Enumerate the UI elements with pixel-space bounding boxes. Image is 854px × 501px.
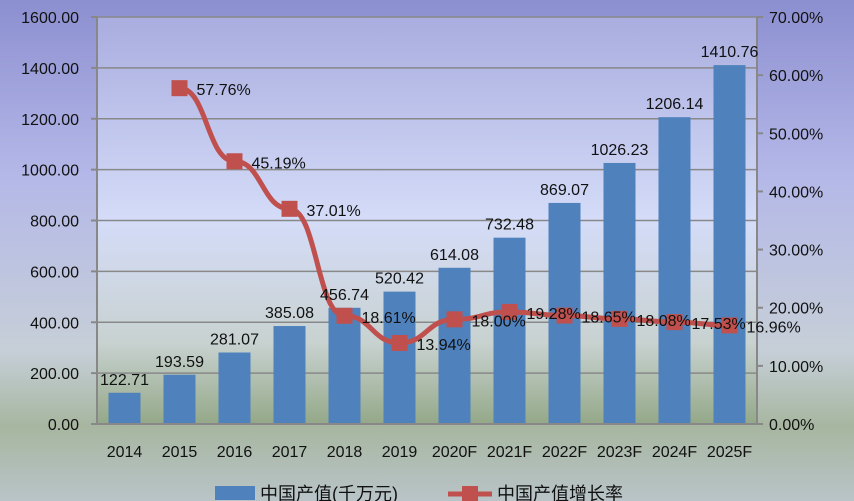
growth-marker	[501, 303, 518, 320]
growth-marker	[666, 314, 683, 331]
x-tick-label: 2016	[217, 444, 253, 461]
bar-data-label: 614.08	[430, 247, 479, 264]
y-right-tick-label: 70.00%	[769, 10, 823, 27]
y-right-tick-label: 40.00%	[769, 184, 823, 201]
line-data-label: 18.08%	[637, 313, 691, 330]
growth-marker	[556, 307, 573, 324]
x-tick-label: 2023F	[597, 444, 643, 461]
bar	[163, 374, 196, 424]
bar	[658, 117, 691, 424]
growth-marker	[281, 200, 298, 217]
bar-data-label: 456.74	[320, 287, 369, 304]
line-data-label: 57.76%	[197, 82, 251, 99]
x-tick-label: 2019	[382, 444, 418, 461]
x-tick-label: 2025F	[707, 444, 753, 461]
bar-data-label: 1206.14	[646, 96, 704, 113]
growth-marker	[721, 317, 738, 334]
growth-marker	[336, 307, 353, 324]
y-left-tick-label: 800.00	[30, 214, 79, 231]
bar	[438, 267, 471, 424]
x-tick-label: 2022F	[542, 444, 588, 461]
bar	[713, 65, 746, 424]
bar	[108, 392, 141, 424]
bar	[383, 291, 416, 424]
growth-marker	[611, 310, 628, 327]
bar-data-label: 732.48	[485, 217, 534, 234]
y-right-tick-label: 0.00%	[769, 417, 814, 434]
y-right-tick-label: 60.00%	[769, 68, 823, 85]
bar	[328, 307, 361, 424]
x-tick-label: 2024F	[652, 444, 698, 461]
y-right-tick-label: 10.00%	[769, 359, 823, 376]
bar-data-label: 281.07	[210, 332, 259, 349]
x-tick-label: 2014	[107, 444, 143, 461]
y-right-tick-label: 20.00%	[769, 301, 823, 318]
bar-data-label: 385.08	[265, 305, 314, 322]
line-data-label: 19.28%	[527, 306, 581, 323]
bar-data-label: 193.59	[155, 354, 204, 371]
bar	[493, 237, 526, 424]
bar	[603, 162, 636, 424]
bar	[273, 326, 306, 424]
y-left-tick-label: 1600.00	[21, 10, 79, 27]
y-left-tick-label: 1200.00	[21, 112, 79, 129]
line-data-label: 18.61%	[362, 310, 416, 327]
bar-data-label: 1410.76	[701, 44, 759, 61]
y-left-tick-label: 1400.00	[21, 61, 79, 78]
bar	[218, 352, 251, 424]
y-left-tick-label: 200.00	[30, 366, 79, 383]
growth-marker	[171, 80, 188, 97]
legend-line-label: 中国产值增长率	[497, 484, 623, 501]
line-data-label: 45.19%	[252, 155, 306, 172]
growth-marker	[226, 153, 243, 170]
growth-marker	[391, 334, 408, 351]
y-left-tick-label: 1000.00	[21, 163, 79, 180]
legend-bar-swatch	[215, 486, 255, 500]
y-left-tick-label: 600.00	[30, 264, 79, 281]
growth-marker	[446, 311, 463, 328]
legend-line-marker	[462, 486, 478, 501]
bar-data-label: 869.07	[540, 182, 589, 199]
line-data-label: 18.65%	[582, 310, 636, 327]
y-left-tick-label: 0.00	[48, 417, 79, 434]
x-tick-label: 2020F	[432, 444, 478, 461]
bar-data-label: 520.42	[375, 271, 424, 288]
legend-bar-label: 中国产值(千万元)	[260, 484, 398, 501]
x-tick-label: 2018	[327, 444, 363, 461]
line-data-label: 16.96%	[747, 319, 801, 336]
line-data-label: 17.53%	[692, 316, 746, 333]
line-data-label: 18.00%	[472, 313, 526, 330]
x-tick-label: 2015	[162, 444, 198, 461]
y-left-tick-label: 400.00	[30, 315, 79, 332]
line-data-label: 37.01%	[307, 203, 361, 220]
bar-data-label: 1026.23	[591, 142, 649, 159]
y-right-tick-label: 50.00%	[769, 126, 823, 143]
x-tick-label: 2021F	[487, 444, 533, 461]
line-data-label: 13.94%	[417, 337, 471, 354]
bar-data-label: 122.71	[100, 372, 149, 389]
y-right-tick-label: 30.00%	[769, 243, 823, 260]
x-tick-label: 2017	[272, 444, 308, 461]
